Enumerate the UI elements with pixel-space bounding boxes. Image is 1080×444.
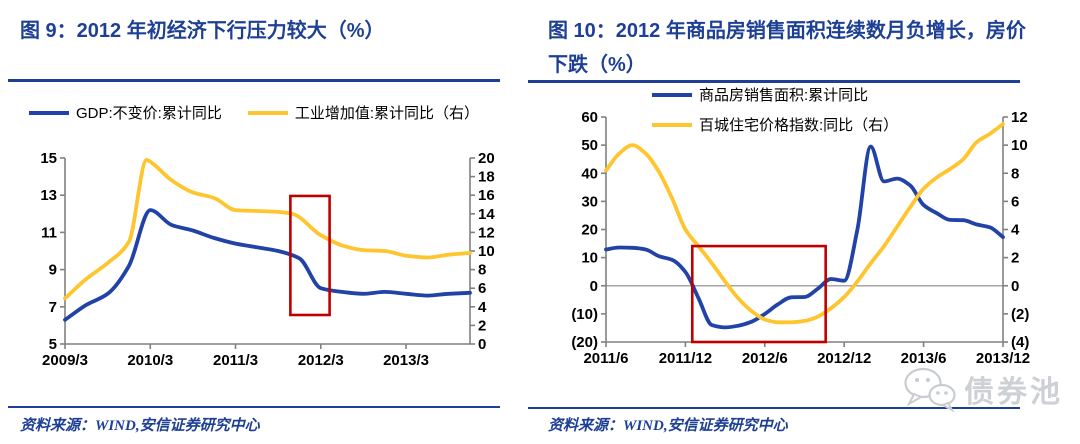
- svg-text:60: 60: [581, 110, 598, 126]
- watermark-text: 债券池: [964, 376, 1063, 409]
- svg-text:50: 50: [581, 137, 598, 154]
- svg-text:12: 12: [1011, 110, 1028, 126]
- figure10-title: 图 10：2012 年商品房销售面积连续数月负增长，房价下跌（%）: [548, 20, 1026, 76]
- svg-text:0: 0: [478, 336, 486, 353]
- svg-text:0: 0: [1011, 278, 1019, 295]
- svg-text:7: 7: [49, 299, 57, 316]
- svg-text:30: 30: [581, 193, 598, 210]
- figure9-title-divider: [8, 79, 500, 82]
- svg-text:2012/12: 2012/12: [817, 350, 871, 367]
- legend-label-sales-area: 商品房销售面积:累计同比: [699, 87, 869, 104]
- svg-text:20: 20: [581, 222, 598, 239]
- figure9-source-divider: [8, 406, 500, 408]
- svg-text:14: 14: [478, 206, 495, 223]
- price-index-line-swatch-icon: [652, 122, 692, 127]
- svg-text:4: 4: [1011, 222, 1020, 239]
- wechat-watermark: 债券池: [902, 366, 1063, 412]
- svg-text:2013/3: 2013/3: [383, 352, 429, 369]
- legend-item-gdp: GDP:不变价:累计同比: [28, 102, 222, 123]
- svg-text:8: 8: [478, 262, 486, 279]
- svg-text:2011/6: 2011/6: [583, 350, 628, 367]
- svg-text:2011/12: 2011/12: [659, 350, 712, 367]
- svg-text:12: 12: [478, 224, 495, 241]
- svg-text:2013/6: 2013/6: [901, 350, 947, 367]
- svg-text:0: 0: [590, 278, 598, 295]
- legend-item-price-index: 百城住宅价格指数:同比（右）: [652, 114, 898, 135]
- figure10-source-divider: [528, 407, 1020, 409]
- svg-text:2012/6: 2012/6: [742, 350, 788, 367]
- svg-text:2010/3: 2010/3: [127, 352, 173, 369]
- svg-text:4: 4: [478, 299, 487, 316]
- figure9-source-text: 资料来源：WIND,安信证券研究中心: [20, 418, 260, 434]
- svg-text:15: 15: [40, 150, 57, 167]
- gdp-line-swatch-icon: [28, 110, 69, 115]
- svg-text:16: 16: [478, 187, 495, 204]
- legend-label-industrial: 工业增加值:累计同比（右）: [294, 105, 479, 122]
- legend-label-gdp: GDP:不变价:累计同比: [75, 105, 222, 122]
- svg-text:(10): (10): [571, 306, 598, 323]
- svg-text:(4): (4): [1011, 334, 1029, 351]
- svg-text:2012/3: 2012/3: [298, 352, 344, 369]
- industrial-line-swatch-icon: [247, 110, 288, 115]
- legend-item-sales-area: 商品房销售面积:累计同比: [652, 84, 898, 105]
- svg-text:(2): (2): [1011, 306, 1029, 323]
- legend-item-industrial: 工业增加值:累计同比（右）: [247, 102, 479, 123]
- figure10-source-text: 资料来源：WIND,安信证券研究中心: [548, 418, 788, 434]
- figure10-title-divider: [528, 80, 1020, 83]
- figure9-title: 图 9：2012 年初经济下行压力较大（%）: [20, 20, 385, 42]
- svg-text:5: 5: [49, 336, 57, 353]
- svg-text:(20): (20): [571, 334, 598, 351]
- sales-area-line-swatch-icon: [652, 92, 692, 97]
- figure10-legend: 商品房销售面积:累计同比 百城住宅价格指数:同比（右）: [652, 84, 898, 135]
- svg-text:11: 11: [41, 224, 57, 241]
- svg-text:13: 13: [40, 187, 57, 204]
- svg-text:20: 20: [478, 150, 495, 167]
- svg-text:8: 8: [1011, 165, 1019, 182]
- figure9-legend: GDP:不变价:累计同比 工业增加值:累计同比（右）: [8, 102, 500, 123]
- svg-text:6: 6: [478, 280, 486, 297]
- svg-text:2: 2: [1011, 250, 1019, 267]
- svg-text:2009/3: 2009/3: [42, 352, 88, 369]
- svg-text:2011/3: 2011/3: [213, 352, 258, 369]
- wechat-icon: [904, 367, 956, 412]
- svg-text:9: 9: [49, 262, 57, 279]
- svg-text:18: 18: [478, 169, 495, 186]
- legend-label-price-index: 百城住宅价格指数:同比（右）: [699, 117, 899, 134]
- svg-text:10: 10: [1011, 137, 1028, 154]
- svg-text:2013/12: 2013/12: [976, 350, 1030, 367]
- svg-text:10: 10: [581, 250, 598, 267]
- svg-text:6: 6: [1011, 193, 1019, 210]
- figure10-line-chart: 6050403020100(10)(20)121086420(2)(4)2011…: [571, 110, 1030, 367]
- svg-text:10: 10: [478, 243, 495, 260]
- svg-text:40: 40: [581, 165, 598, 182]
- svg-text:2: 2: [478, 317, 486, 334]
